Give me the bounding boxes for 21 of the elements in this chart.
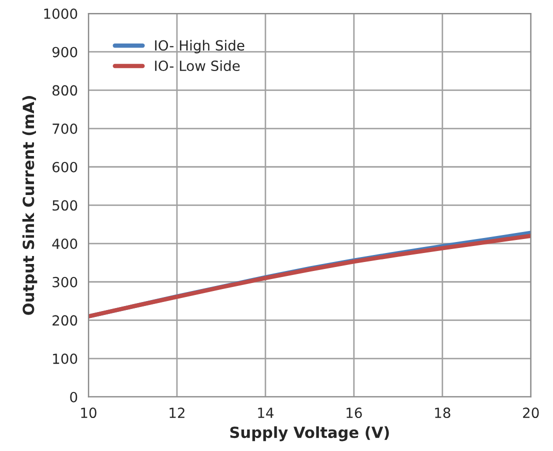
- x-tick-label: 12: [170, 408, 184, 418]
- x-tick-label: 14: [258, 408, 274, 418]
- x-axis-title: Supply Voltage (V): [230, 426, 389, 442]
- legend-label: IO- Low Side: [155, 60, 240, 72]
- y-tick-label: 100: [53, 354, 78, 364]
- y-tick-label: 300: [52, 276, 78, 288]
- x-tick-label: 20: [523, 408, 539, 418]
- y-tick-label: 700: [52, 124, 78, 134]
- legend-label: IO- High Side: [155, 40, 244, 54]
- y-tick-label: 500: [52, 200, 78, 211]
- y-tick-label: 400: [52, 238, 78, 250]
- y-tick-label: 1000: [44, 8, 78, 20]
- y-tick-label: 900: [52, 46, 78, 58]
- x-tick-label: 16: [346, 408, 362, 418]
- y-tick-label: 600: [52, 162, 78, 172]
- y-tick-label: 800: [52, 85, 78, 96]
- y-axis-title: Output Sink Current (mA): [22, 96, 38, 315]
- x-tick-label: 10: [81, 408, 96, 418]
- x-tick-label: 18: [435, 408, 450, 418]
- y-tick-label: 0: [70, 392, 78, 402]
- y-tick-label: 200: [52, 315, 78, 326]
